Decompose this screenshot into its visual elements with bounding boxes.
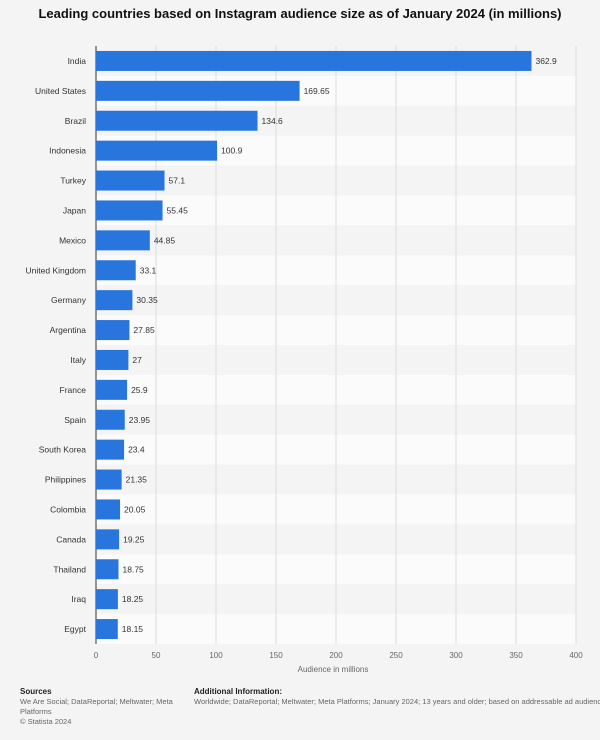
x-tick-label: 150 — [269, 651, 283, 660]
x-tick-label: 0 — [94, 651, 99, 660]
value-label: 44.85 — [154, 235, 176, 245]
bar[interactable] — [96, 469, 122, 490]
x-tick-label: 200 — [329, 651, 343, 660]
value-label: 169.65 — [304, 86, 330, 96]
copyright-link[interactable]: © Statista 2024 — [20, 717, 72, 726]
bar[interactable] — [96, 260, 136, 281]
value-label: 33.1 — [140, 265, 157, 275]
chart-title: Leading countries based on Instagram aud… — [38, 6, 562, 21]
x-tick-labels: 0 50 100 150 200 250 300 350 400 — [94, 651, 583, 660]
value-label: 23.4 — [128, 445, 145, 455]
category-label: Thailand — [53, 564, 86, 574]
bar[interactable] — [96, 439, 125, 460]
category-label: Spain — [64, 415, 86, 425]
bar[interactable] — [96, 200, 163, 221]
category-label: Brazil — [65, 116, 86, 126]
x-tick-label: 400 — [569, 651, 583, 660]
category-label: United States — [35, 86, 86, 96]
bar[interactable] — [96, 80, 300, 101]
bar[interactable] — [96, 409, 125, 430]
category-label: South Korea — [39, 445, 87, 455]
category-label: Japan — [63, 205, 86, 215]
additional-info-heading: Additional Information: — [194, 687, 282, 696]
additional-info-block: Additional Information: Worldwide; DataR… — [194, 687, 600, 707]
bar[interactable] — [96, 320, 130, 341]
bar[interactable] — [96, 499, 121, 520]
value-label: 30.35 — [136, 295, 158, 305]
bars — [96, 50, 532, 640]
bar-chart: India United States Brazil Indonesia Turkey J… — [26, 46, 583, 674]
bar[interactable] — [96, 619, 118, 640]
value-label: 23.95 — [129, 415, 151, 425]
bar[interactable] — [96, 559, 119, 580]
category-label: Mexico — [59, 235, 86, 245]
category-label: United Kingdom — [26, 265, 86, 275]
value-label: 27.85 — [133, 325, 155, 335]
bar[interactable] — [96, 589, 118, 610]
x-tick-label: 50 — [152, 651, 161, 660]
bar[interactable] — [96, 230, 150, 251]
bar[interactable] — [96, 170, 165, 191]
value-label: 18.75 — [123, 564, 145, 574]
x-tick-label: 300 — [449, 651, 463, 660]
category-label: Egypt — [64, 624, 86, 634]
bar[interactable] — [96, 50, 532, 71]
value-label: 18.25 — [122, 594, 144, 604]
value-label: 20.05 — [124, 504, 146, 514]
x-axis-label: Audience in millions — [298, 665, 369, 674]
category-label: Italy — [70, 355, 86, 365]
value-label: 134.6 — [262, 116, 284, 126]
bar[interactable] — [96, 349, 129, 370]
value-label: 100.9 — [221, 146, 243, 156]
sources-heading: Sources — [20, 687, 52, 696]
value-label: 18.15 — [122, 624, 144, 634]
category-label: Philippines — [45, 475, 86, 485]
x-tick-label: 350 — [509, 651, 523, 660]
value-label: 21.35 — [126, 475, 148, 485]
category-label: Canada — [56, 534, 86, 544]
sources-block: Sources We Are Social; DataReportal; Mel… — [20, 687, 180, 727]
value-labels: 362.9 169.65 134.6 100.9 57.1 55.45 44.85 33.1 3… — [122, 56, 557, 634]
category-label: Iraq — [71, 594, 86, 604]
category-label: France — [60, 385, 87, 395]
additional-info-text: Worldwide; DataReportal; Meltwater; Meta… — [194, 697, 600, 706]
value-label: 362.9 — [535, 56, 557, 66]
sources-text: We Are Social; DataReportal; Meltwater; … — [20, 697, 173, 716]
value-label: 57.1 — [169, 176, 186, 186]
bar[interactable] — [96, 529, 120, 550]
category-label: Argentina — [50, 325, 87, 335]
value-label: 55.45 — [167, 205, 189, 215]
value-label: 25.9 — [131, 385, 148, 395]
bar[interactable] — [96, 379, 128, 400]
category-label: India — [68, 56, 87, 66]
bar[interactable] — [96, 110, 258, 131]
category-label: Indonesia — [49, 146, 86, 156]
category-label: Turkey — [60, 176, 86, 186]
category-label: Colombia — [50, 504, 86, 514]
x-tick-label: 100 — [209, 651, 223, 660]
bar[interactable] — [96, 290, 133, 311]
category-labels: India United States Brazil Indonesia Turkey J… — [26, 56, 87, 634]
bar[interactable] — [96, 140, 218, 161]
category-label: Germany — [51, 295, 87, 305]
value-label: 27 — [132, 355, 142, 365]
x-tick-label: 250 — [389, 651, 403, 660]
value-label: 19.25 — [123, 534, 145, 544]
